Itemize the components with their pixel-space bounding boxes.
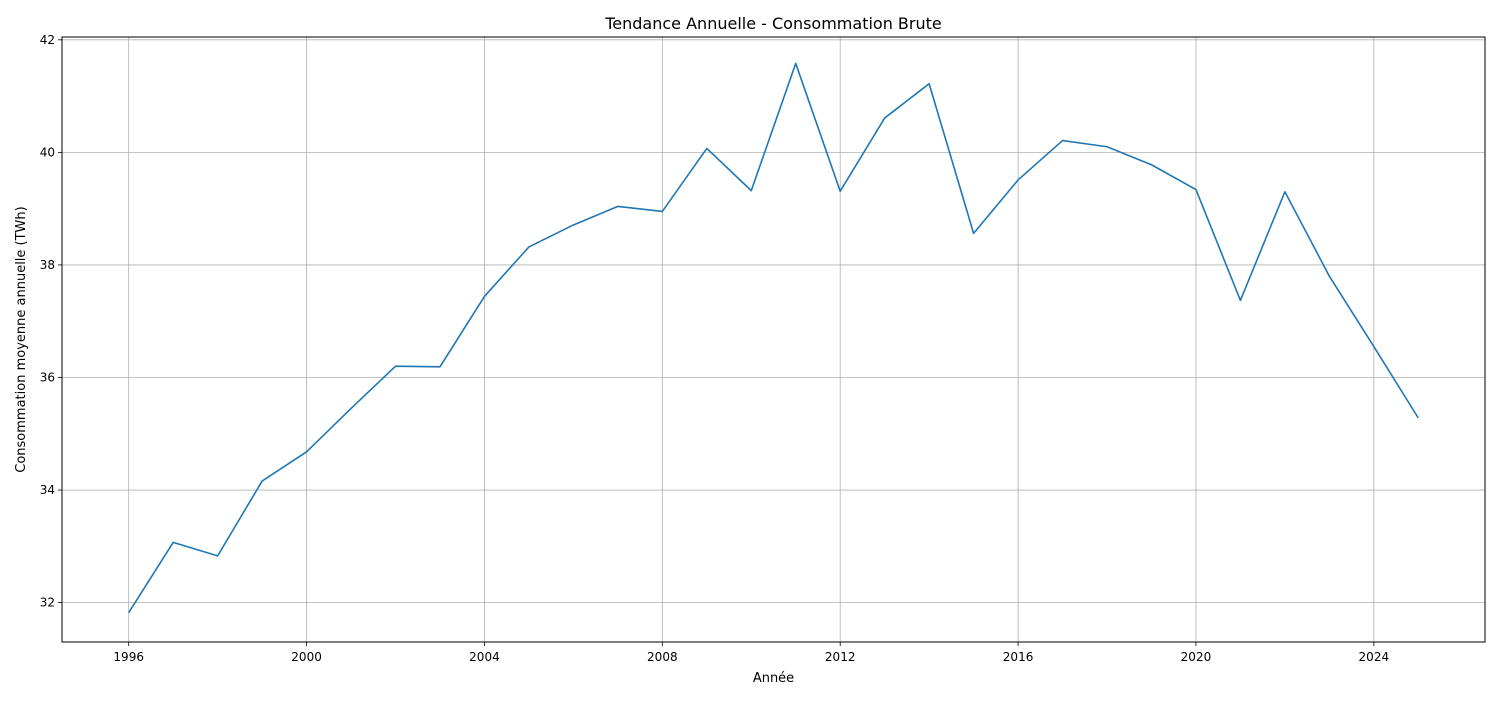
grid [62, 37, 1485, 642]
x-tick-label: 2012 [825, 650, 856, 664]
x-tick-label: 2020 [1181, 650, 1212, 664]
y-tick-label: 38 [40, 258, 55, 272]
y-tick-label: 42 [40, 33, 55, 47]
y-tick-label: 36 [40, 370, 55, 384]
y-tick-label: 32 [40, 596, 55, 610]
y-axis-label: Consommation moyenne annuelle (TWh) [14, 206, 29, 472]
axis-ticks: 1996 2000 2004 2008 2012 2016 2020 2024 32 34 36 38… [40, 33, 1389, 664]
x-tick-label: 2004 [469, 650, 500, 664]
series-layer [128, 62, 1419, 614]
x-axis-label: Année [753, 671, 794, 686]
x-tick-label: 2024 [1359, 650, 1390, 664]
plot-frame [61, 36, 1486, 643]
x-tick-label: 2008 [647, 650, 678, 664]
x-tick-label: 1996 [113, 650, 144, 664]
y-tick-label: 34 [40, 483, 55, 497]
chart-title: Tendance Annuelle - Consommation Brute [604, 14, 942, 33]
series-line [128, 62, 1419, 614]
x-tick-label: 2016 [1003, 650, 1034, 664]
x-tick-label: 2000 [291, 650, 322, 664]
y-tick-label: 40 [40, 145, 55, 159]
